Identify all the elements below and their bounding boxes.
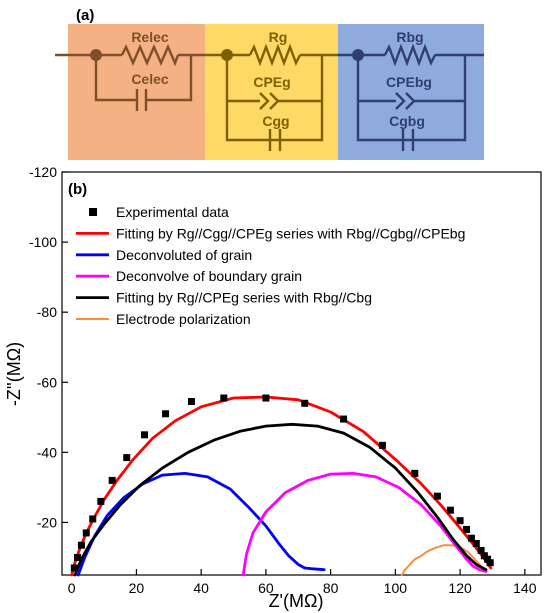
x-tick-label: 0 xyxy=(68,580,76,596)
cpebg-label: CPEbg xyxy=(386,74,432,90)
relec-label: Relec xyxy=(131,29,169,45)
x-axis-label: Z'(MΩ) xyxy=(269,591,324,611)
data-point xyxy=(446,506,454,514)
data-point xyxy=(411,469,419,477)
data-point xyxy=(463,525,471,533)
data-point xyxy=(123,454,131,462)
y-tick-label: -80 xyxy=(37,304,57,320)
cgbg-label: Cgbg xyxy=(389,113,425,129)
y-axis-ticks: -20 -40 -60 -80 -100 -120 xyxy=(29,164,68,530)
data-point xyxy=(77,541,85,549)
data-point xyxy=(472,539,480,547)
x-axis-ticks: 0 20 40 60 80 100 120 140 xyxy=(68,569,537,596)
cgg-label: Cgg xyxy=(262,113,289,129)
x-tick-label: 80 xyxy=(323,580,339,596)
data-point xyxy=(220,394,228,402)
legend-swatch xyxy=(89,208,97,216)
x-tick-label: 20 xyxy=(129,580,145,596)
relec-resistor xyxy=(120,44,180,67)
legend-entry: Deconvolve of boundary grain xyxy=(116,268,302,284)
nyquist-plot: 0 20 40 60 80 100 120 140 -20-40-60-80-100-120 … xyxy=(4,164,542,611)
data-point xyxy=(456,517,464,525)
data-point xyxy=(467,534,475,542)
series-line-3 xyxy=(241,471,488,577)
data-point xyxy=(97,497,105,505)
data-point xyxy=(82,529,90,537)
data-point xyxy=(141,431,149,439)
y-axis-label: -Z''(MΩ) xyxy=(4,342,24,406)
series-line-5 xyxy=(400,544,486,576)
x-tick-label: 40 xyxy=(193,580,209,596)
data-point xyxy=(162,410,170,418)
y-tick-label: -60 xyxy=(37,374,57,390)
y-tick-label: -20 xyxy=(37,514,57,530)
data-point xyxy=(89,515,97,523)
cpeg-label: CPEg xyxy=(253,74,290,90)
x-tick-label: 140 xyxy=(513,580,537,596)
cpebg-element xyxy=(395,92,406,110)
y-tick-label: -100 xyxy=(29,234,57,250)
rbg-label: Rbg xyxy=(396,29,423,45)
series-layer xyxy=(70,394,494,577)
boundary-grain-section: Rbg CPEbg Cgbg xyxy=(338,29,484,151)
celec-label: Celec xyxy=(131,71,169,87)
data-point xyxy=(301,399,309,407)
data-point xyxy=(70,564,78,572)
plot-area-frame xyxy=(61,171,542,576)
x-tick-label: 100 xyxy=(384,580,408,596)
data-point xyxy=(486,559,494,567)
panel-label-b: (b) xyxy=(68,181,87,198)
x-tick-label: 60 xyxy=(258,580,274,596)
data-point xyxy=(378,441,386,449)
series-line-4 xyxy=(73,422,488,577)
x-tick-label: 120 xyxy=(448,580,472,596)
legend-entry: Fitting by Rg//Cgg//CPEg series with Rbg… xyxy=(116,225,465,241)
legend-entry: Deconvoluted of grain xyxy=(116,247,252,263)
series-line-2 xyxy=(76,471,326,577)
data-point xyxy=(187,398,195,406)
data-point xyxy=(74,553,82,561)
boundary-section-background xyxy=(338,24,484,160)
data-point xyxy=(433,492,441,500)
y-tick-label: -40 xyxy=(37,444,57,460)
panel-label-a: (a) xyxy=(76,7,94,24)
data-point xyxy=(484,555,492,563)
legend-entry: Fitting by Rg//CPEg series with Rbg//Cbg xyxy=(116,290,372,306)
cpeg-element xyxy=(259,92,270,110)
electrode-section: Relec Celec xyxy=(55,29,205,111)
y-tick-label: -120 xyxy=(29,164,57,180)
legend: Experimental data Fitting by Rg//Cgg//CPE… xyxy=(76,204,465,327)
rg-resistor xyxy=(248,43,302,67)
legend-entry: Experimental data xyxy=(116,204,229,220)
data-point xyxy=(340,415,348,423)
rg-label: Rg xyxy=(269,29,288,45)
data-point xyxy=(262,394,270,402)
grain-section: Rg CPEg Cgg xyxy=(205,29,338,151)
data-point xyxy=(477,546,485,554)
data-point xyxy=(480,552,488,560)
equivalent-circuit-diagram: (a) Relec Celec Rg CPEg Cgg xyxy=(55,7,484,160)
rbg-resistor xyxy=(383,43,437,67)
data-point xyxy=(108,476,116,484)
legend-entry: Electrode polarization xyxy=(116,311,251,327)
